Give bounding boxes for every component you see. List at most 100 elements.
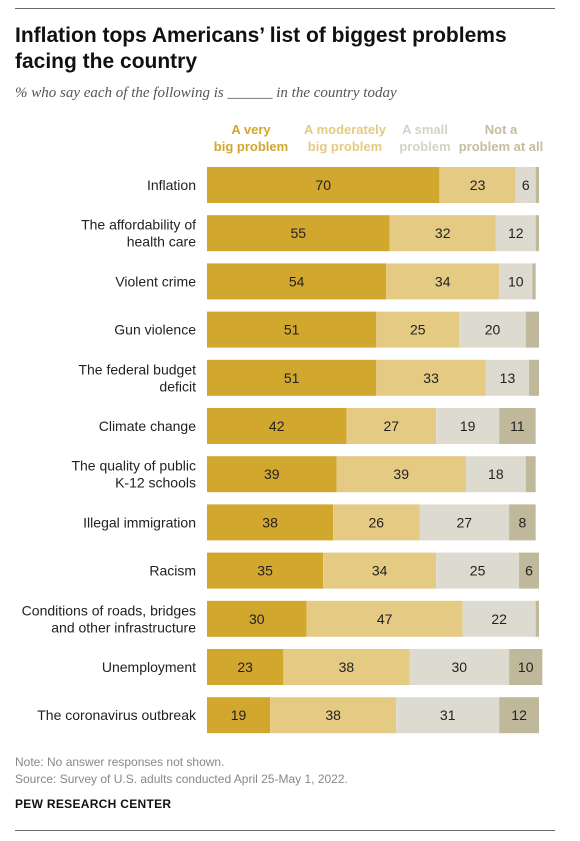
bar-segment-very-big — [207, 504, 334, 541]
data-label: 33 — [423, 370, 439, 386]
category-label: Conditions of roads, bridges and other in… — [22, 602, 197, 635]
footer-note: Note: No answer responses not shown. — [15, 755, 225, 769]
bar-segment-not-a-problem — [519, 552, 539, 589]
bar-segment-moderately-big — [376, 359, 486, 396]
footer-source: Source: Survey of U.S. adults conducted … — [15, 772, 348, 786]
data-label: 47 — [377, 611, 393, 627]
data-label: 51 — [284, 322, 300, 338]
data-label: 70 — [315, 177, 331, 193]
bar-segment-small — [419, 504, 510, 541]
data-label: 23 — [237, 659, 253, 675]
bar-segment-very-big — [207, 311, 377, 348]
bar-segment-not-a-problem — [535, 167, 539, 203]
data-label: 8 — [519, 514, 527, 530]
category-label: Illegal immigration — [83, 514, 196, 530]
bar-segment-not-a-problem — [532, 263, 536, 300]
legend-very-big-line2: big problem — [213, 139, 289, 154]
data-label: 55 — [291, 225, 307, 241]
bar-segment-small — [499, 263, 533, 300]
category-label: The coronavirus outbreak — [37, 707, 197, 723]
bar-segment-moderately-big — [306, 600, 463, 637]
category-label: Inflation — [147, 177, 196, 193]
category-label: The quality of public K-12 schools — [71, 458, 196, 491]
data-label: 12 — [508, 225, 524, 241]
legend-moderately-big-line1: A moderately — [304, 122, 386, 137]
bar-row: Racism 35 34 25 6 — [149, 552, 539, 589]
legend-very-big-line1: A very — [231, 122, 271, 137]
bar-segment-small — [485, 359, 530, 396]
bar-segment-very-big — [207, 359, 377, 396]
bar-row: Unemployment 23 38 30 10 — [102, 649, 543, 685]
legend-small: A small problem — [385, 121, 465, 155]
brand-label: PEW RESEARCH CENTER — [15, 797, 172, 811]
bar-segment-small — [436, 408, 500, 444]
bar-row: The affordability of health care 55 32 12 — [81, 215, 539, 252]
category-label: Unemployment — [102, 659, 196, 675]
bar-segment-small — [515, 167, 536, 203]
data-label: 26 — [369, 514, 385, 530]
data-label: 42 — [269, 418, 285, 434]
bar-segment-very-big — [207, 649, 284, 685]
bar-segment-not-a-problem — [529, 359, 539, 396]
bar-segment-not-a-problem — [535, 600, 539, 637]
data-label: 22 — [491, 611, 507, 627]
bar-segment-very-big — [207, 167, 440, 203]
data-label: 54 — [289, 273, 305, 289]
bar-row: The federal budget deficit 51 33 13 — [78, 359, 539, 396]
bar-segment-moderately-big — [376, 311, 460, 348]
legend-moderately-big-line2: big problem — [307, 139, 383, 154]
bar-segment-not-a-problem — [525, 311, 539, 348]
data-label: 38 — [339, 659, 355, 675]
data-label: 13 — [500, 370, 516, 386]
bar-row: Violent crime 54 34 10 — [115, 263, 536, 300]
bar-segment-very-big — [207, 600, 307, 637]
legend-very-big: A very big problem — [196, 121, 306, 155]
data-label: 20 — [485, 322, 501, 338]
bar-row: Gun violence 51 25 20 — [114, 311, 539, 348]
category-label: The federal budget deficit — [78, 361, 196, 394]
top-rule — [15, 8, 555, 9]
data-label: 31 — [440, 707, 456, 723]
legend-not-a-problem-line2: problem at all — [458, 139, 544, 154]
bar-segment-moderately-big — [439, 167, 516, 203]
bar-segment-moderately-big — [389, 215, 496, 252]
data-label: 25 — [410, 322, 426, 338]
data-label: 18 — [488, 466, 504, 482]
bar-row: The coronavirus outbreak 19 38 31 12 — [37, 697, 539, 734]
bar-segment-small — [459, 311, 526, 348]
bar-segment-not-a-problem — [499, 697, 539, 734]
bar-segment-not-a-problem — [499, 408, 536, 444]
bar-segment-not-a-problem — [509, 504, 536, 541]
data-label: 39 — [393, 466, 409, 482]
data-label: 19 — [460, 418, 476, 434]
bar-segment-very-big — [207, 215, 390, 252]
bar-segment-small — [465, 456, 526, 493]
data-label: 38 — [325, 707, 341, 723]
category-label: Violent crime — [115, 273, 196, 289]
bar-segment-moderately-big — [323, 552, 437, 589]
category-label: Gun violence — [114, 322, 196, 338]
data-label: 34 — [372, 563, 388, 579]
legend-not-a-problem: Not a problem at all — [450, 121, 552, 155]
bar-segment-moderately-big — [283, 649, 410, 685]
bottom-rule — [15, 830, 555, 831]
bar-segment-not-a-problem — [535, 215, 539, 252]
data-label: 23 — [470, 177, 486, 193]
data-label: 32 — [435, 225, 451, 241]
chart-title: Inflation tops Americans’ list of bigges… — [15, 24, 507, 73]
data-label: 12 — [511, 707, 527, 723]
bar-segment-moderately-big — [270, 697, 397, 734]
data-label: 30 — [249, 611, 265, 627]
data-label: 35 — [257, 563, 273, 579]
bar-segment-moderately-big — [346, 408, 437, 444]
bar-segment-not-a-problem — [509, 649, 543, 685]
bar-segment-very-big — [207, 456, 337, 493]
bar-segment-small — [396, 697, 500, 734]
bar-row: The quality of public K-12 schools 39 39 18 — [71, 456, 536, 493]
bar-row: Conditions of roads, bridges and other in… — [22, 600, 539, 637]
bar-segment-moderately-big — [333, 504, 420, 541]
data-label: 51 — [284, 370, 300, 386]
data-label: 11 — [510, 418, 525, 434]
category-label: Racism — [149, 563, 196, 579]
